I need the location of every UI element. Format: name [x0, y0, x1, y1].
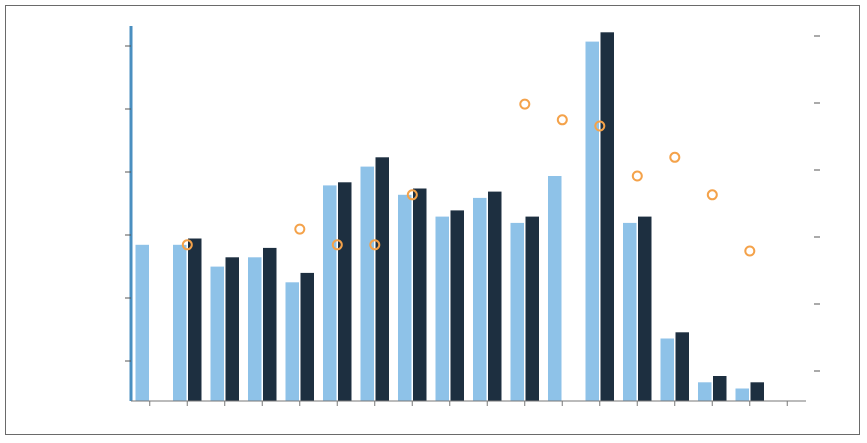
- bar-series-1-12: [548, 176, 562, 401]
- bar-series-1-11: [510, 222, 524, 401]
- marker-12: [744, 245, 756, 257]
- bar-series-1-16: [698, 382, 712, 402]
- bar-series-2-15: [675, 332, 689, 402]
- marker-2: [294, 223, 306, 235]
- bar-series-2-6: [338, 182, 352, 402]
- marker-8: [594, 120, 606, 132]
- marker-1: [181, 239, 193, 251]
- marker-9: [631, 170, 643, 182]
- bar-series-1-5: [285, 282, 299, 402]
- bar-series-2-3: [225, 257, 239, 402]
- bar-series-1-17: [735, 388, 749, 401]
- bar-series-2-9: [450, 210, 464, 401]
- bar-series-2-10: [488, 191, 502, 401]
- marker-5: [406, 189, 418, 201]
- bar-series-2-14: [638, 216, 652, 401]
- bar-series-1-8: [398, 194, 412, 401]
- bar-chart: [125, 26, 820, 406]
- bar-series-2-17: [750, 382, 764, 402]
- marker-11: [706, 189, 718, 201]
- markers: [181, 98, 756, 257]
- bar-series-1-10: [473, 197, 487, 401]
- bar-series-1-14: [623, 222, 637, 401]
- bar-series-2-13: [600, 32, 614, 402]
- bar-series-2-4: [263, 247, 277, 401]
- x-axis: [131, 400, 806, 406]
- marker-4: [369, 239, 381, 251]
- bar-series-2-2: [188, 238, 202, 401]
- bar-series-1-3: [210, 266, 224, 401]
- bar-series-2-16: [713, 376, 727, 401]
- bar-series-1-6: [323, 185, 337, 401]
- y-axis: [125, 26, 133, 401]
- chart-frame: [5, 5, 860, 435]
- bar-series-2-11: [525, 216, 539, 401]
- bar-series-2-7: [375, 157, 389, 402]
- bar-series-2-8: [413, 188, 427, 401]
- marker-6: [519, 98, 531, 110]
- secondary-y-axis: [814, 35, 820, 372]
- bar-series-1-4: [248, 257, 262, 402]
- marker-3: [331, 239, 343, 251]
- bar-series-1-7: [360, 166, 374, 401]
- bars: [135, 32, 764, 402]
- bar-series-2-5: [300, 272, 314, 401]
- bar-series-1-15: [660, 338, 674, 401]
- marker-7: [556, 114, 568, 126]
- bar-series-1-2: [173, 244, 187, 402]
- bar-series-1-1: [135, 244, 149, 402]
- bar-series-1-9: [435, 216, 449, 401]
- marker-10: [669, 151, 681, 163]
- bar-series-1-13: [585, 41, 599, 401]
